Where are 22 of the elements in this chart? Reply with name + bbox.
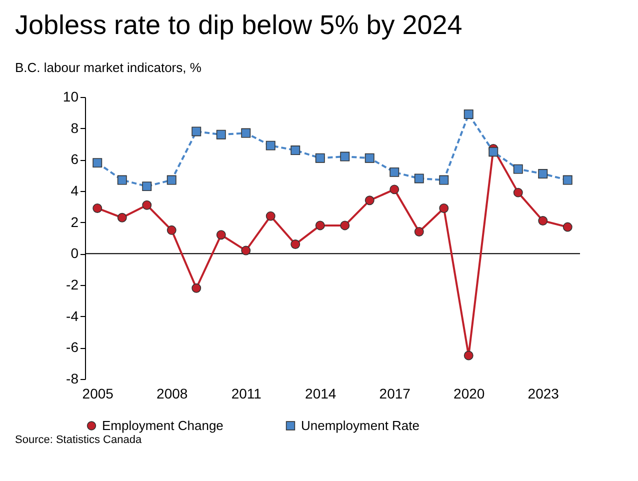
x-tick-label: 2005	[82, 386, 114, 402]
source-note: Source: Statistics Canada	[15, 434, 142, 446]
legend-label: Employment Change	[102, 418, 224, 433]
chart-subtitle: B.C. labour market indicators, %	[15, 60, 202, 75]
y-tick-label: 6	[70, 151, 79, 168]
y-tick-label: -2	[66, 276, 79, 292]
x-tick-label: 2011	[231, 386, 262, 402]
y-tick-label: 2	[70, 214, 79, 230]
x-tick-label: 2017	[379, 386, 411, 402]
y-tick-label: -8	[66, 370, 79, 386]
x-tick-label: 2008	[156, 386, 188, 402]
y-tick-label: 4	[70, 182, 79, 198]
x-tick-label: 2014	[305, 386, 336, 402]
chart-title: Jobless rate to dip below 5% by 2024	[15, 10, 462, 40]
y-tick-label: -6	[66, 339, 79, 356]
x-tick-label: 2020	[454, 386, 485, 402]
y-tick-label: 0	[70, 245, 79, 262]
x-tick-label: 2023	[528, 386, 560, 402]
legend-label: Unemployment Rate	[301, 418, 420, 433]
y-tick-label: -4	[66, 308, 79, 324]
y-tick-label: 10	[62, 88, 79, 104]
y-tick-label: 8	[70, 120, 79, 136]
